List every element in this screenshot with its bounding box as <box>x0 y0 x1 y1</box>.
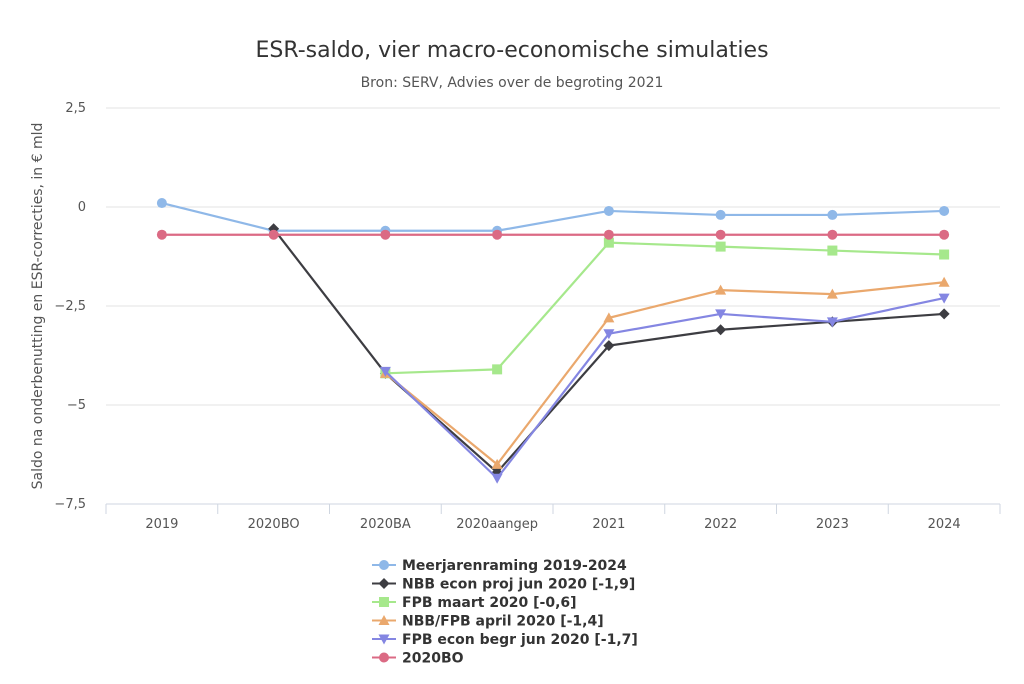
x-tick-label: 2024 <box>928 517 961 532</box>
series <box>268 223 950 478</box>
x-tick-label: 2020BO <box>248 517 300 532</box>
y-axis: 2,5 0 −2,5 −5 −7,5 <box>54 101 86 512</box>
data-point <box>492 364 503 375</box>
x-tick-label: 2021 <box>592 517 625 532</box>
data-point <box>603 229 614 240</box>
y-tick-label: 0 <box>78 200 86 215</box>
legend-item[interactable]: Meerjarenraming 2019-2024 <box>372 558 627 574</box>
data-point <box>603 312 615 323</box>
data-point <box>380 229 391 240</box>
data-point <box>492 229 503 240</box>
x-tick-label: 2019 <box>145 517 178 532</box>
legend-label: NBB econ proj jun 2020 [-1,9] <box>402 577 635 593</box>
data-point <box>715 229 726 240</box>
y-tick-label: −2,5 <box>54 299 86 314</box>
y-axis-label: Saldo na onderbenutting en ESR-correctie… <box>30 123 46 490</box>
data-point <box>603 237 614 248</box>
data-point <box>826 288 838 299</box>
series-line <box>384 297 945 480</box>
legend-item[interactable]: NBB econ proj jun 2020 [-1,9] <box>372 577 635 593</box>
data-point <box>826 317 838 328</box>
data-point <box>939 249 950 260</box>
data-point <box>939 229 950 240</box>
chart-subtitle: Bron: SERV, Advies over de begroting 202… <box>361 75 664 91</box>
data-point <box>491 458 503 469</box>
data-point <box>715 241 726 252</box>
data-point <box>156 229 167 240</box>
chart-title: ESR-saldo, vier macro-economische simula… <box>255 38 768 63</box>
data-point <box>379 366 391 377</box>
data-point <box>938 293 950 304</box>
data-point <box>715 324 727 336</box>
data-point <box>827 229 838 240</box>
legend-item[interactable]: FPB econ begr jun 2020 [-1,7] <box>372 632 638 648</box>
data-point <box>939 205 950 216</box>
series <box>380 237 950 379</box>
legend-symbol <box>378 578 390 589</box>
data-point <box>715 309 727 320</box>
x-tick-label: 2020aangep <box>456 517 538 532</box>
legend-item[interactable]: FPB maart 2020 [-0,6] <box>372 595 577 611</box>
x-axis: 2019 2020BO 2020BA 2020aangep 2021 2022 2023 20… <box>105 503 1001 532</box>
legend-symbol <box>379 652 389 663</box>
data-point <box>715 284 727 295</box>
x-tick-label: 2022 <box>704 517 737 532</box>
legend-label: NBB/FPB april 2020 [-1,4] <box>402 614 604 630</box>
series <box>379 293 950 484</box>
data-point <box>938 308 950 320</box>
data-point <box>156 198 167 209</box>
legend-symbol <box>379 560 389 570</box>
legend-label: Meerjarenraming 2019-2024 <box>402 558 627 574</box>
legend: Meerjarenraming 2019-2024 NBB econ proj j… <box>372 558 638 667</box>
data-point <box>268 229 279 240</box>
legend-item[interactable]: NBB/FPB april 2020 [-1,4] <box>372 614 604 630</box>
legend-label: FPB maart 2020 [-0,6] <box>402 595 577 611</box>
series <box>156 198 950 236</box>
legend-symbol <box>378 634 390 645</box>
x-tick-label: 2020BA <box>360 517 411 532</box>
legend-label: FPB econ begr jun 2020 [-1,7] <box>402 632 638 648</box>
data-point <box>603 340 615 352</box>
series-line <box>384 281 945 466</box>
legend-symbol <box>378 615 390 625</box>
x-tick-label: 2023 <box>816 517 849 532</box>
data-point <box>603 329 615 340</box>
data-point <box>603 205 614 216</box>
data-point <box>827 209 838 220</box>
data-point <box>938 276 950 287</box>
series <box>156 229 950 240</box>
series-line <box>385 241 945 375</box>
data-point <box>491 473 503 484</box>
series-line <box>161 201 945 232</box>
legend-symbol <box>379 597 389 607</box>
y-tick-label: 2,5 <box>65 101 86 116</box>
data-point <box>827 245 838 256</box>
y-tick-label: −5 <box>67 398 86 413</box>
legend-label: 2020BO <box>402 651 464 667</box>
series-group <box>156 198 950 484</box>
data-point <box>715 209 726 220</box>
y-tick-label: −7,5 <box>54 497 86 512</box>
legend-item[interactable]: 2020BO <box>372 651 464 667</box>
